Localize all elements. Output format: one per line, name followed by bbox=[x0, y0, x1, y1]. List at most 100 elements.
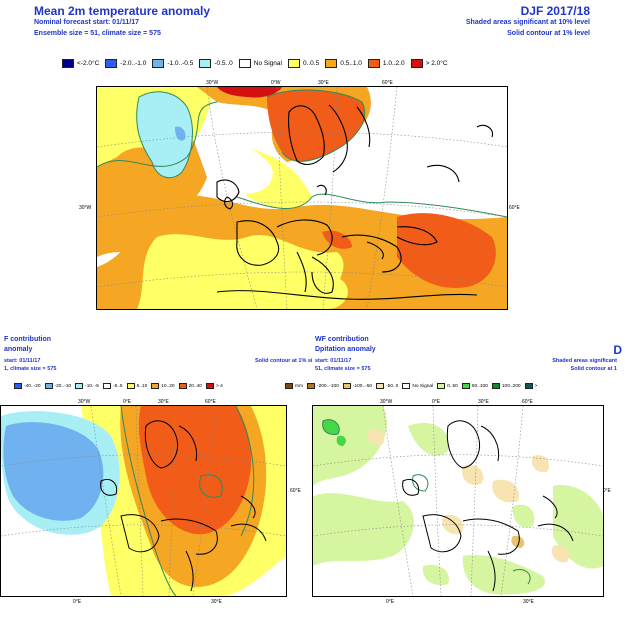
bl-legend-swatch bbox=[14, 383, 22, 389]
br-legend-label: 100..200 bbox=[501, 383, 521, 389]
top-legend-item: <-2.0°C bbox=[62, 59, 99, 68]
bl-legend-item: -20..-10 bbox=[44, 383, 72, 389]
bl-lon-30w: 30°W bbox=[78, 399, 91, 405]
significance-contour: Solid contour at 1% level bbox=[507, 30, 590, 37]
top-legend-label: <-2.0°C bbox=[77, 60, 100, 67]
temperature-map[interactable] bbox=[96, 86, 508, 310]
lon-label-30w: 30°W bbox=[206, 80, 219, 86]
bl-legend-label: -40..-20 bbox=[24, 383, 41, 389]
br-legend-swatch bbox=[524, 383, 533, 389]
top-legend-label: -1.0..-0.5 bbox=[167, 60, 194, 67]
lon-label-30e: 30°E bbox=[318, 80, 329, 86]
bl-legend-item: -10..-5 bbox=[75, 383, 99, 389]
bl-sig: Solid contour at 1% si bbox=[255, 358, 313, 364]
main-title: Mean 2m temperature anomaly bbox=[34, 4, 211, 18]
bl-lon-30e: 30°E bbox=[158, 399, 169, 405]
bl-legend-item: -5..5 bbox=[102, 383, 123, 389]
bl-contribution: F contribution bbox=[4, 336, 52, 343]
br-sig2: Solid contour at 1 bbox=[570, 366, 617, 372]
br-legend-swatch bbox=[491, 383, 500, 389]
lon-label-60e: 60°E bbox=[382, 80, 393, 86]
legend-br: mm -200..-100 -100..-50 -50..0 No Signal 0..5… bbox=[285, 383, 541, 389]
br-legend-item: -100..-50 bbox=[342, 383, 373, 389]
top-legend-label: 1.0..2.0 bbox=[382, 60, 405, 67]
top-legend-item: -0.5..0 bbox=[199, 59, 233, 68]
bl-anomaly: anomaly bbox=[4, 346, 33, 353]
br-lat-right: 60°E bbox=[600, 488, 611, 494]
br-lon-30e: 30°E bbox=[478, 399, 489, 405]
br-lon-0: 0°E bbox=[432, 399, 441, 405]
br-legend-item: 50..100 bbox=[461, 383, 488, 389]
bl-lon-0: 0°E bbox=[123, 399, 132, 405]
bl-lon-60e: 60°E bbox=[205, 399, 216, 405]
br-anomaly: Dpitation anomaly bbox=[315, 346, 376, 353]
bl-legend-item: > 4 bbox=[205, 383, 223, 389]
contribution-map-left[interactable] bbox=[0, 405, 287, 597]
br-legend-label: 50..100 bbox=[471, 383, 488, 389]
significance-shaded: Shaded areas significant at 10% level bbox=[465, 19, 590, 26]
br-legend-swatch bbox=[285, 383, 293, 389]
bl-legend-label: -10..-5 bbox=[85, 383, 99, 389]
br-legend-label: -200..-100 bbox=[317, 383, 339, 389]
top-legend-swatch bbox=[105, 59, 118, 68]
precipitation-map-right[interactable] bbox=[312, 405, 604, 597]
br-sig: Shaded areas significant bbox=[552, 358, 617, 364]
br-legend-label: > bbox=[534, 383, 538, 389]
top-legend-label: 0..0.5 bbox=[302, 60, 320, 67]
bl-legend-label: -20..-10 bbox=[54, 383, 72, 389]
br-lon-30w: 30°W bbox=[380, 399, 393, 405]
bl-legend-label: > 4 bbox=[215, 383, 223, 389]
br-corner: D bbox=[613, 343, 622, 357]
bl-bottom-30: 30°E bbox=[211, 599, 222, 605]
top-legend-label: No Signal bbox=[253, 60, 282, 67]
top-legend-swatch bbox=[62, 59, 74, 68]
br-legend-swatch bbox=[342, 383, 351, 389]
bl-lat-right: 60°E bbox=[290, 488, 301, 494]
br-legend-label: -100..-50 bbox=[352, 383, 373, 389]
top-legend-item: 1.0..2.0 bbox=[367, 59, 405, 68]
br-legend-label: 0..50 bbox=[447, 383, 458, 389]
br-legend-item: No Signal bbox=[402, 383, 433, 389]
top-legend-label: 0.5..1.0 bbox=[340, 60, 362, 67]
br-start: start: 01/11/17 bbox=[315, 358, 352, 364]
lon-label-0: 0°W bbox=[271, 80, 281, 86]
top-legend-swatch bbox=[410, 59, 423, 68]
br-legend-item: 0..50 bbox=[437, 383, 458, 389]
legend-bl: -40..-20 -20..-10 -10..-5 -5..5 5..10 10..20 2… bbox=[14, 383, 227, 389]
top-legend-swatch bbox=[325, 59, 338, 68]
bl-start: start: 01/11/17 bbox=[4, 358, 41, 364]
top-legend-swatch bbox=[199, 59, 212, 68]
bl-legend-item: -40..-20 bbox=[14, 383, 41, 389]
br-legend-item: mm bbox=[285, 383, 303, 389]
bl-bottom-0: 0°E bbox=[73, 599, 82, 605]
br-legend-swatch bbox=[461, 383, 470, 389]
bl-legend-swatch bbox=[126, 383, 135, 389]
br-contribution: WF contribution bbox=[315, 336, 369, 343]
bl-legend-label: 5..10 bbox=[136, 383, 148, 389]
br-legend-item: > bbox=[524, 383, 538, 389]
br-climate: 51, climate size = 575 bbox=[315, 366, 371, 372]
top-legend-item: -1.0..-0.5 bbox=[152, 59, 193, 68]
top-legend-swatch bbox=[287, 59, 300, 68]
br-legend-item: 100..200 bbox=[491, 383, 521, 389]
br-legend-label: -50..0 bbox=[386, 383, 399, 389]
top-legend-item: 0.5..1.0 bbox=[325, 59, 362, 68]
top-legend-item: > 2.0°C bbox=[410, 59, 448, 68]
bl-legend-item: 20..40 bbox=[178, 383, 202, 389]
br-legend-swatch bbox=[402, 383, 411, 389]
top-legend-label: > 2.0°C bbox=[425, 60, 448, 67]
lat-label-left: 30°W bbox=[79, 205, 92, 211]
br-legend-item: -200..-100 bbox=[307, 383, 339, 389]
bl-legend-swatch bbox=[178, 383, 187, 389]
bl-legend-swatch bbox=[102, 383, 111, 389]
top-legend-swatch bbox=[367, 59, 380, 68]
br-bottom-0: 0°E bbox=[386, 599, 395, 605]
top-legend-item: -2.0..-1.0 bbox=[105, 59, 146, 68]
br-legend-swatch bbox=[307, 383, 315, 389]
lat-label-right: 60°E bbox=[509, 205, 520, 211]
bl-legend-item: 10..20 bbox=[151, 383, 175, 389]
ensemble-size: Ensemble size = 51, climate size = 575 bbox=[34, 30, 161, 37]
br-legend-swatch bbox=[437, 383, 446, 389]
br-lon-60e: 60°E bbox=[522, 399, 533, 405]
top-legend-swatch bbox=[238, 59, 251, 68]
